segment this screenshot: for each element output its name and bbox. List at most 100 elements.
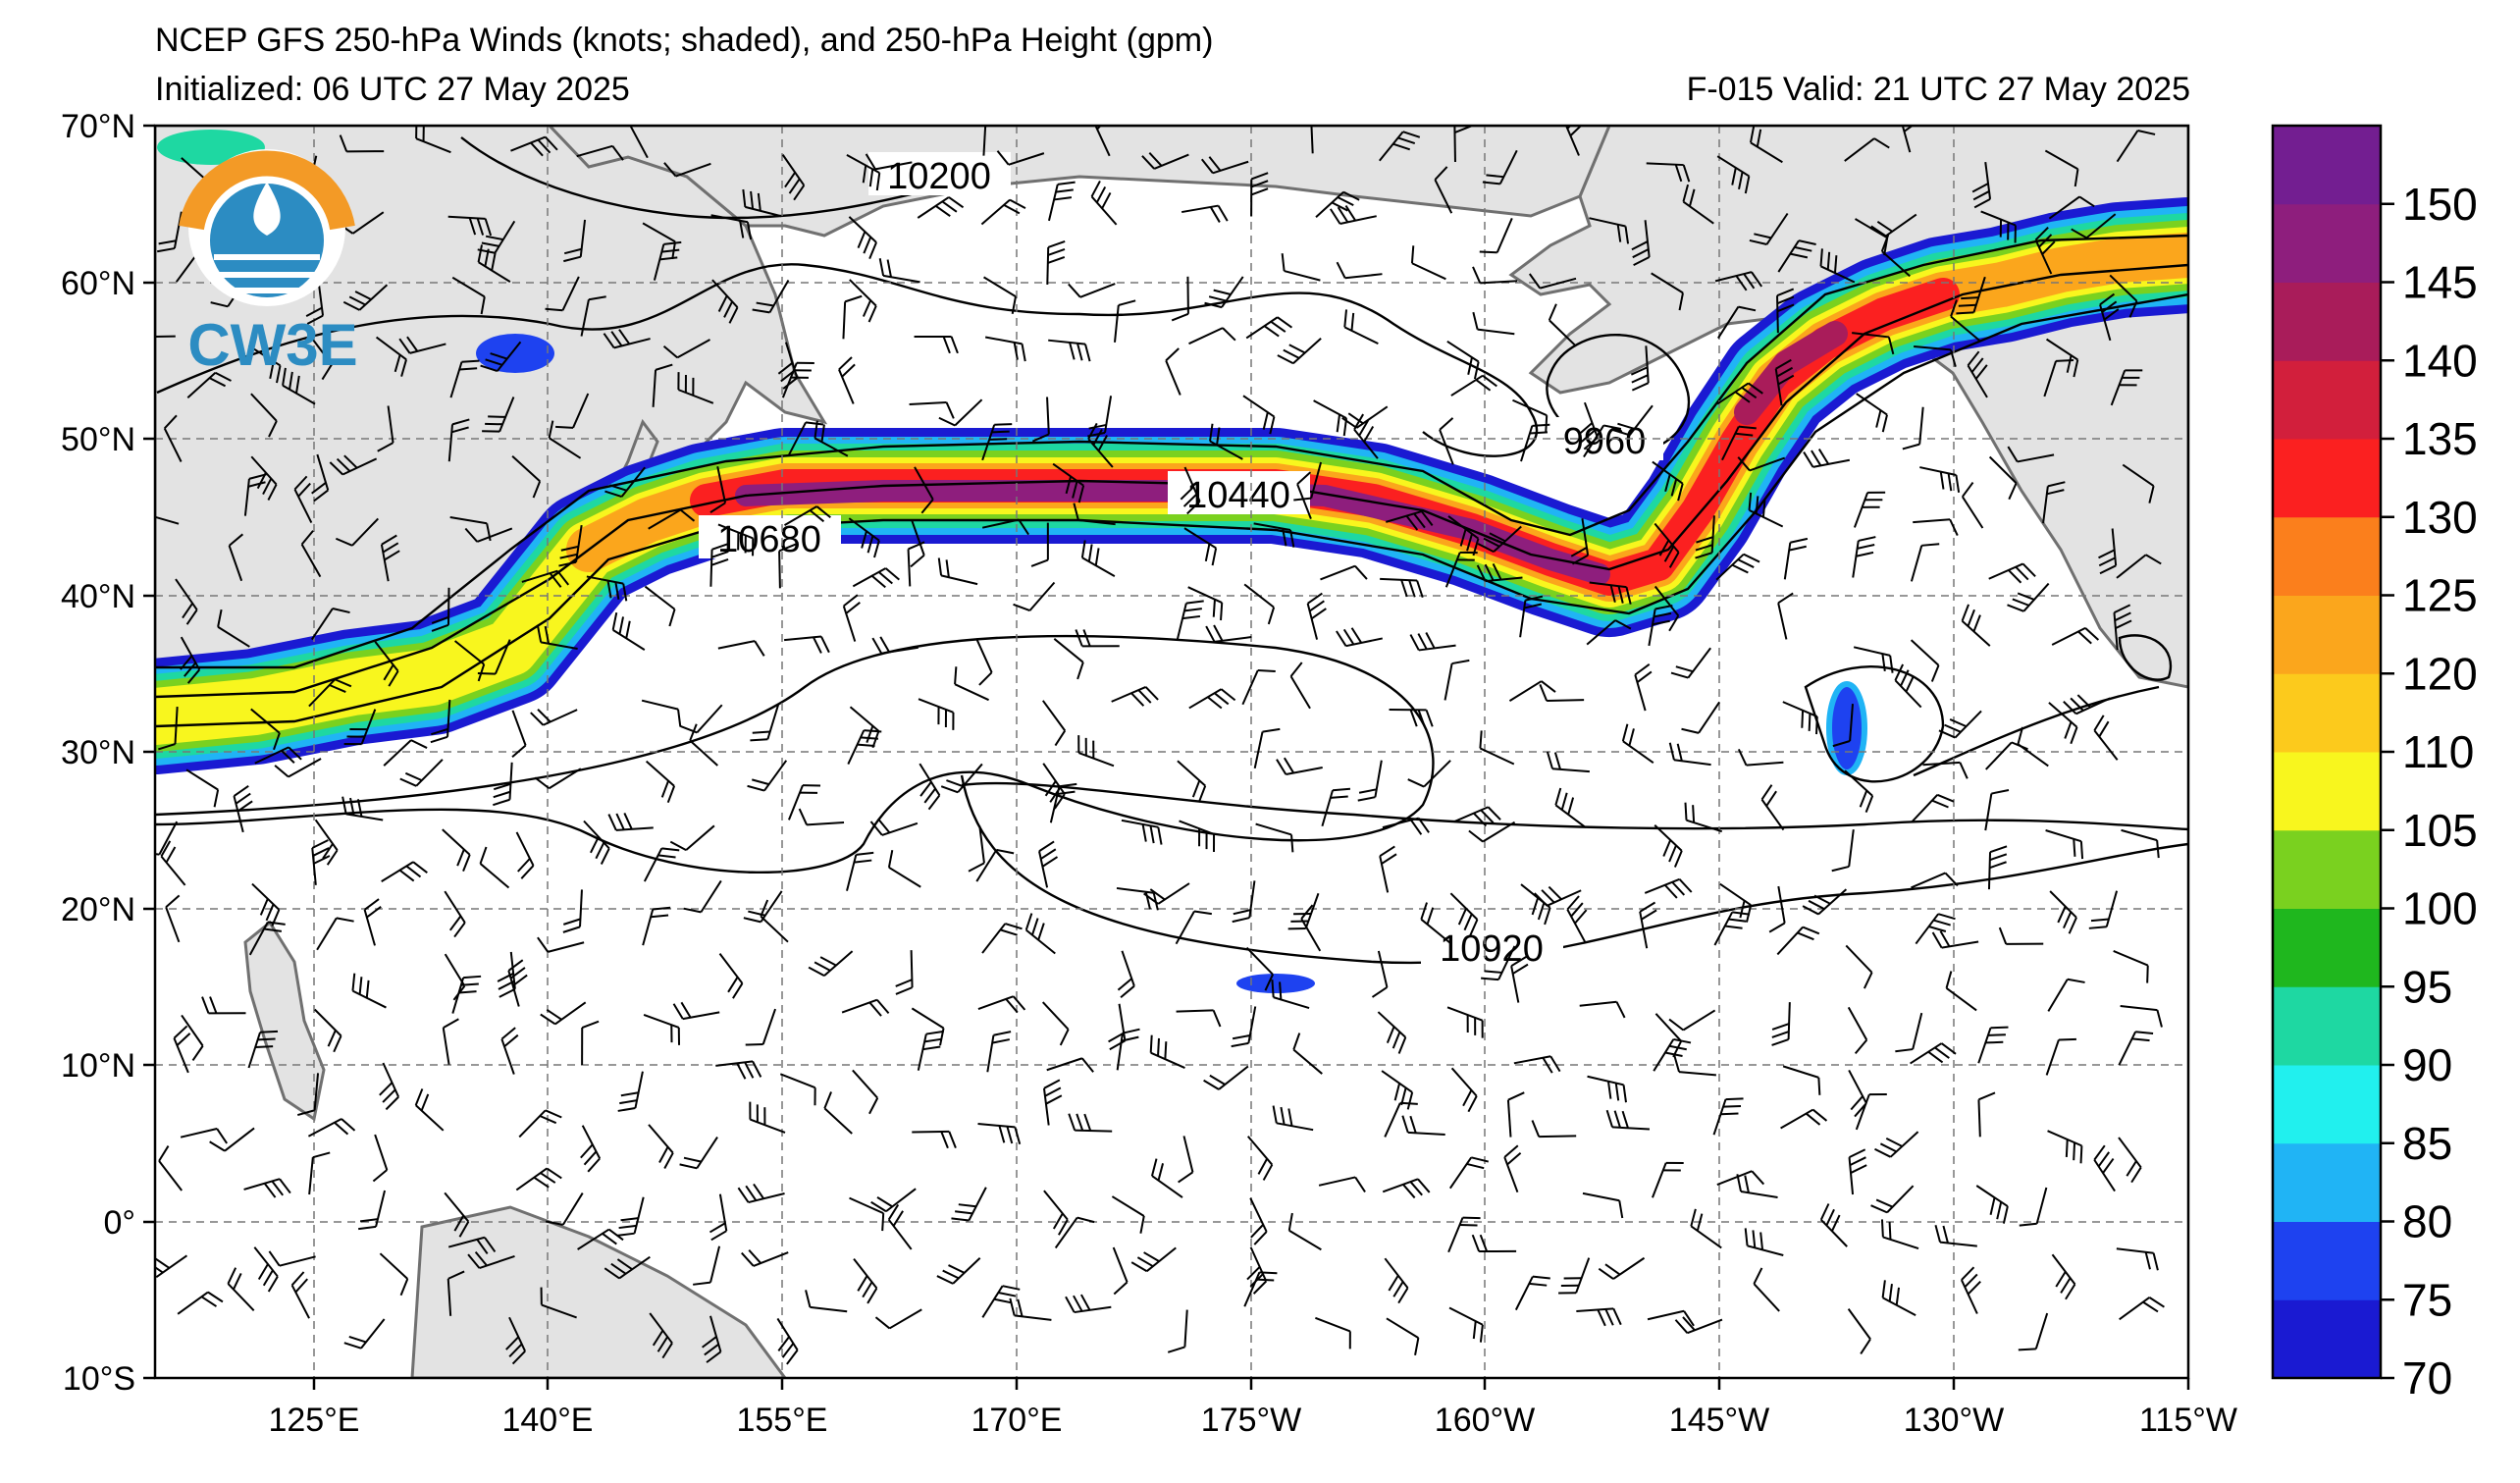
wind-barb [1776,288,1795,334]
wind-barb [1777,239,1816,273]
philippines-land [243,920,326,1122]
wind-barb [1578,401,1599,450]
wind-barb [852,1069,879,1115]
colorbar-tick-label: 85 [2402,1118,2452,1169]
wind-barb [308,334,333,381]
wind-barb [530,709,578,726]
wind-barb [1975,1185,2009,1224]
wind-barb [1531,1120,1577,1139]
wind-barb [1856,393,1888,433]
wind-barb [1434,166,1453,214]
wind-barb [1682,184,1714,225]
wind-barb [1038,840,1059,888]
colorbar-tick-label: 110 [2402,726,2474,777]
wind-barb [977,1123,1022,1144]
wind-barb [865,153,913,171]
wind-barb [710,214,753,240]
wind-barb [1576,1307,1622,1327]
wind-barb [1315,1316,1351,1350]
wind-barb [363,898,382,946]
wind-barb [1847,1308,1871,1354]
wind-barb [1306,592,1327,640]
wind-barb [643,1013,681,1045]
wind-barb [1379,845,1397,893]
siberia-land [547,126,1611,238]
wind-barb [981,423,1013,461]
wind-barb [1802,888,1848,916]
wind-barb [1852,332,1895,355]
wind-barb [1744,1228,1784,1256]
wind-barb [747,760,788,792]
wind-barb [1934,1224,1977,1247]
wind-barb [607,813,654,831]
wind-barb [548,420,582,459]
wind-barb [996,150,1045,166]
wind-barb [2119,1297,2165,1321]
wind-barb [1874,1131,1919,1158]
lon-label: 125°E [268,1402,359,1439]
wind-barb [1690,1208,1722,1249]
wind-barb [982,126,991,156]
wind-barb [308,1151,331,1195]
colorbar-swatch [2273,829,2381,909]
wind-barb [1287,1212,1322,1251]
wind-barb [1167,1309,1188,1353]
wind-barb [848,517,880,558]
wind-barb [175,578,198,625]
wind-barb [451,975,482,1014]
wind-barb [155,515,180,525]
wind-barb [1654,522,1680,568]
wind-barb [1681,701,1721,734]
wind-barb [1479,217,1513,254]
wind-barb [663,162,711,178]
wind-barb [641,699,682,727]
lon-label: 155°E [736,1402,827,1439]
wind-barb [1357,760,1383,802]
wind-barb [1819,248,1856,284]
wind-barb [1634,662,1653,712]
wind-barb [1277,338,1322,365]
wind-barb [1674,1316,1723,1335]
wind-barb [181,1014,204,1062]
wind-barb [742,188,782,218]
wind-barb [311,839,331,885]
lat-label: 40°N [61,578,135,615]
wind-barb [750,703,780,742]
wind-barb [399,759,444,787]
wind-barb [1554,787,1587,828]
wind-barb [1253,727,1281,769]
wind-barb [2007,582,2050,612]
wind-barb [1276,757,1323,776]
wind-barb [1241,669,1276,706]
wind-barb [887,1203,913,1250]
wind-barb [1844,769,1874,813]
wind-barb [644,585,676,627]
wind-barb [581,1020,600,1066]
wind-barb [2034,226,2056,275]
wind-barb [1910,639,1940,682]
wind-barb [2093,1144,2116,1192]
wind-barb [180,636,201,684]
wind-barb [910,519,925,568]
wind-barb [1971,162,1992,209]
wind-barb [375,336,408,377]
wind-barb [784,505,831,526]
wind-barb [1774,358,1795,406]
wind-barb [1673,1054,1716,1077]
wind-barb [1379,131,1421,162]
wind-barb [848,216,877,259]
wind-barb [358,1190,387,1231]
wind-barb [1371,950,1389,998]
wind-barb [1967,350,1988,398]
wind-barb [444,1192,470,1238]
wind-barb [1177,760,1207,803]
colorbar-swatch [2273,360,2381,440]
lat-label: 60°N [61,265,135,302]
wind-barb [1108,1003,1127,1051]
wind-barb [1080,540,1116,578]
wind-barb [1203,1065,1249,1090]
wind-barb [1782,701,1818,735]
wind-barb [1205,624,1252,643]
new-guinea-land [410,1205,787,1378]
wind-barb [1853,646,1894,673]
